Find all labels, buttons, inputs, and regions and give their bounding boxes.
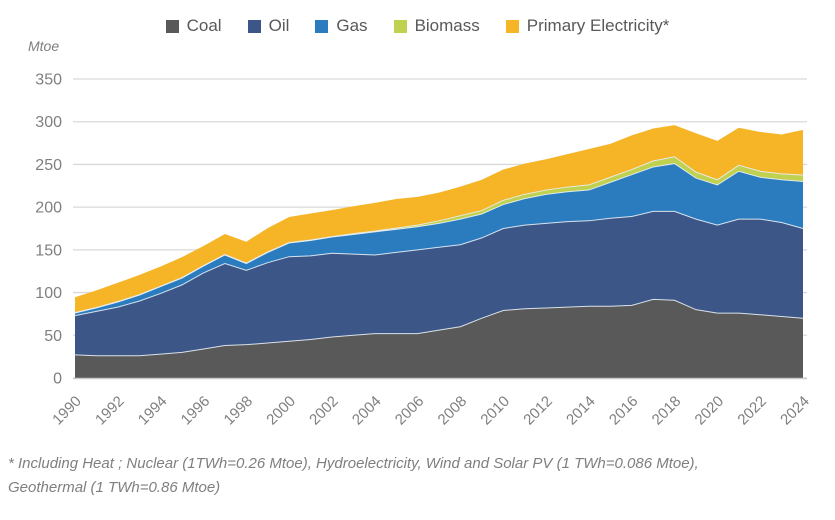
legend-item-biomass: Biomass: [393, 16, 480, 36]
x-tick-label-2002: 2002: [306, 393, 342, 429]
y-tick-label-50: 50: [44, 328, 62, 345]
legend-label-primary-electricity: Primary Electricity*: [526, 16, 670, 35]
x-tick-label-2024: 2024: [777, 393, 813, 429]
y-axis-tick-labels: 0 50 100 150 200 250 300 350: [35, 72, 62, 388]
legend-swatch-primary-electricity: [505, 19, 519, 33]
legend-item-primary-electricity: Primary Electricity*: [505, 16, 670, 36]
x-tick-label-1992: 1992: [92, 393, 128, 429]
x-tick-label-2010: 2010: [477, 393, 513, 429]
legend-swatch-gas: [315, 19, 329, 33]
legend-item-coal: Coal: [165, 16, 222, 36]
x-tick-label-1996: 1996: [178, 393, 214, 429]
x-tick-label-2022: 2022: [734, 393, 770, 429]
y-tick-label-250: 250: [35, 157, 62, 174]
x-tick-label-2006: 2006: [392, 393, 428, 429]
stacked-areas: [75, 125, 803, 378]
x-tick-label-2008: 2008: [435, 393, 471, 429]
y-tick-label-0: 0: [53, 371, 62, 388]
legend-label-oil: Oil: [268, 16, 290, 35]
x-axis-tick-labels: 1990 1992 1994 1996 1998 2000 2002 2004 2006 2008…: [49, 393, 813, 429]
x-tick-label-1998: 1998: [221, 393, 257, 429]
series-separators: [74, 156, 804, 357]
area-coal: [75, 299, 803, 378]
chart-footnote: * Including Heat ; Nuclear (1TWh=0.26 Mt…: [8, 452, 828, 500]
area-biomass: [75, 156, 803, 314]
area-gas: [75, 163, 803, 316]
y-tick-label-350: 350: [35, 72, 62, 89]
y-tick-label-200: 200: [35, 200, 62, 217]
legend-swatch-coal: [165, 19, 179, 33]
chart-svg: 0 50 100 150 200 250 300 350 1990 1992 1994 1996 199…: [35, 72, 813, 429]
y-tick-label-100: 100: [35, 285, 62, 302]
x-tick-label-2000: 2000: [263, 393, 299, 429]
legend-swatch-biomass: [393, 19, 407, 33]
separator-line-3: [74, 156, 804, 314]
x-tick-label-1994: 1994: [135, 393, 171, 429]
x-tick-label-1990: 1990: [49, 393, 85, 429]
x-tick-label-2014: 2014: [563, 393, 599, 429]
legend-item-oil: Oil: [247, 16, 290, 36]
legend-label-coal: Coal: [186, 16, 222, 35]
x-tick-label-2016: 2016: [606, 393, 642, 429]
area-oil: [75, 211, 803, 356]
chart-legend: Coal Oil Gas Biomass Primary Electricity*: [0, 16, 835, 36]
x-tick-label-2012: 2012: [520, 393, 556, 429]
x-tick-label-2018: 2018: [649, 393, 685, 429]
legend-item-gas: Gas: [315, 16, 368, 36]
area-primary-electricity: [75, 125, 803, 313]
footnote-line-1: * Including Heat ; Nuclear (1TWh=0.26 Mt…: [8, 455, 699, 472]
x-tick-label-2004: 2004: [349, 393, 385, 429]
y-tick-label-300: 300: [35, 114, 62, 131]
legend-label-biomass: Biomass: [414, 16, 480, 35]
legend-swatch-oil: [247, 19, 261, 33]
legend-label-gas: Gas: [336, 16, 368, 35]
y-tick-label-150: 150: [35, 242, 62, 259]
separator-line-0: [74, 298, 804, 357]
separator-line-1: [74, 210, 804, 317]
y-axis-unit-label: Mtoe: [28, 38, 60, 54]
footnote-line-2: Geothermal (1 TWh=0.86 Mtoe): [8, 479, 221, 496]
x-tick-label-2020: 2020: [692, 393, 728, 429]
